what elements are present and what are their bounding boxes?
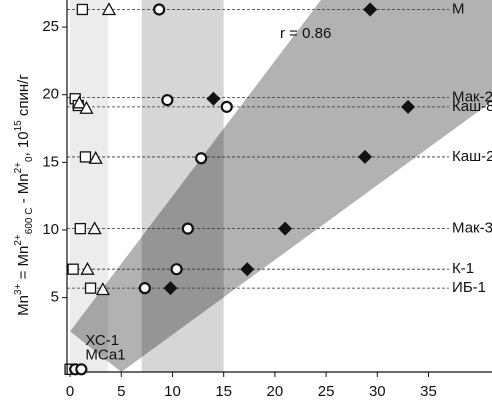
y-label-part: 600 C <box>24 208 35 235</box>
y-tick-label: 5 <box>51 289 59 306</box>
annotation: МСа1 <box>85 347 125 364</box>
triangle-marker <box>88 150 103 164</box>
annotation: ХС-1 <box>85 332 119 349</box>
x-tick-label: 15 <box>215 383 232 400</box>
square-marker <box>76 3 89 16</box>
y-label-part: 0 <box>24 156 35 162</box>
x-tick-label: 5 <box>117 383 125 400</box>
square-marker <box>79 151 92 163</box>
circle-marker <box>161 94 174 107</box>
circle-marker <box>181 222 194 235</box>
circle-marker <box>170 263 183 276</box>
shaded-band <box>70 0 108 372</box>
triangle-marker <box>80 261 95 275</box>
y-label-part: 2+ <box>13 234 24 246</box>
triangle-marker <box>72 95 87 109</box>
y-label-part: Mn <box>15 295 32 316</box>
diamond-marker <box>358 149 373 164</box>
x-tick-label: 0 <box>66 383 74 400</box>
circle-marker <box>153 3 166 16</box>
circle-marker <box>138 282 151 295</box>
x-tick-label: 20 <box>267 383 284 400</box>
y-tick-label: 25 <box>42 18 59 35</box>
diamond-marker <box>163 281 178 296</box>
y-label-part: , 10 <box>15 131 32 156</box>
x-tick-label: 30 <box>369 383 386 400</box>
sample-label: Мак-2 <box>452 88 492 105</box>
diamond-marker <box>240 262 255 277</box>
diamond-marker <box>363 2 378 17</box>
triangle-marker <box>79 100 94 114</box>
sample-label: К-1 <box>452 260 474 277</box>
y-tick-label: 15 <box>42 153 59 170</box>
triangle-marker <box>87 221 102 235</box>
y-label-part: - Mn <box>15 173 32 207</box>
circle-marker <box>220 100 233 113</box>
y-label-part: спин/г <box>15 74 32 121</box>
diamond-marker <box>401 99 416 114</box>
square-marker <box>84 282 97 294</box>
triangle-marker <box>101 2 117 16</box>
x-tick-label: 35 <box>420 383 437 400</box>
y-label-part: 2+ <box>13 162 24 174</box>
y-label-part: 3+ <box>13 283 24 295</box>
y-axis-label: Mn3+ = Mn2+600 C - Mn2+0, 1015 спин/г <box>13 74 35 316</box>
sample-label: М <box>452 0 465 17</box>
square-marker <box>74 222 86 235</box>
sample-label: Каш-2-1 <box>452 148 492 165</box>
circle-marker <box>75 363 88 376</box>
annotation: r = 0.86 <box>280 25 331 42</box>
y-label-part: 15 <box>13 120 24 132</box>
diamond-marker <box>206 91 221 106</box>
shaded-band <box>141 0 224 372</box>
diamond-marker <box>278 221 293 236</box>
circle-marker <box>195 152 208 165</box>
y-tick-label: 20 <box>42 86 59 103</box>
confidence-wedge <box>70 0 492 372</box>
sample-label: Мак-3 <box>452 220 492 237</box>
x-tick-label: 25 <box>318 383 335 400</box>
y-label-part: = Mn <box>15 246 32 284</box>
sample-label: ИБ-1 <box>452 279 486 296</box>
x-tick-label: 10 <box>164 383 181 400</box>
triangle-marker <box>95 282 110 296</box>
y-tick-label: 10 <box>42 221 59 238</box>
square-marker <box>67 263 79 275</box>
sample-label: Каш-8-1 <box>452 98 492 115</box>
